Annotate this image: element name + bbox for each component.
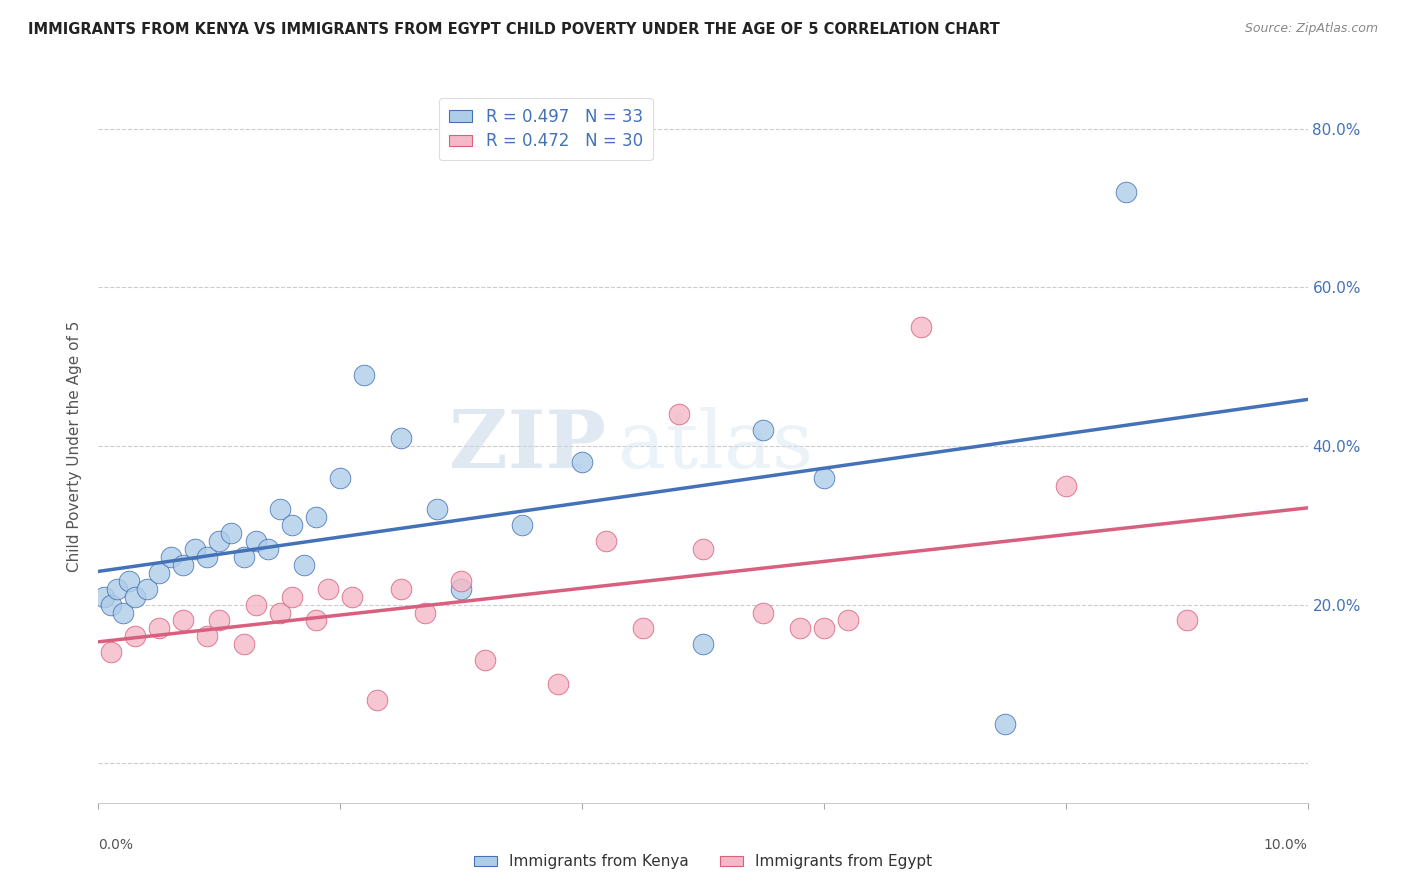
Point bbox=[292, 558, 315, 572]
Point bbox=[353, 368, 375, 382]
Point bbox=[256, 542, 278, 557]
Point bbox=[305, 614, 328, 628]
Point bbox=[208, 534, 231, 549]
Point bbox=[172, 558, 194, 572]
Point bbox=[837, 614, 859, 628]
Point bbox=[474, 653, 496, 667]
Point bbox=[208, 614, 231, 628]
Point bbox=[100, 598, 122, 612]
Point bbox=[124, 590, 146, 604]
Legend: Immigrants from Kenya, Immigrants from Egypt: Immigrants from Kenya, Immigrants from E… bbox=[468, 848, 938, 875]
Text: Source: ZipAtlas.com: Source: ZipAtlas.com bbox=[1244, 22, 1378, 36]
Point bbox=[232, 637, 254, 651]
Point bbox=[269, 606, 291, 620]
Point bbox=[148, 566, 170, 580]
Point bbox=[135, 582, 157, 596]
Text: 0.0%: 0.0% bbox=[98, 838, 134, 852]
Point bbox=[329, 471, 352, 485]
Text: atlas: atlas bbox=[619, 407, 814, 485]
Point bbox=[1175, 614, 1198, 628]
Point bbox=[124, 629, 146, 643]
Legend: R = 0.497   N = 33, R = 0.472   N = 30: R = 0.497 N = 33, R = 0.472 N = 30 bbox=[439, 97, 652, 161]
Point bbox=[813, 471, 835, 485]
Point bbox=[172, 614, 194, 628]
Point bbox=[221, 526, 243, 541]
Point bbox=[813, 621, 835, 635]
Point bbox=[118, 574, 141, 588]
Point bbox=[195, 549, 218, 564]
Point bbox=[232, 549, 254, 564]
Point bbox=[450, 574, 472, 588]
Point bbox=[245, 598, 267, 612]
Point bbox=[100, 645, 122, 659]
Point bbox=[389, 431, 412, 445]
Point bbox=[389, 582, 412, 596]
Point bbox=[1115, 186, 1137, 200]
Point bbox=[1054, 478, 1077, 492]
Point bbox=[160, 549, 183, 564]
Point bbox=[752, 606, 775, 620]
Point bbox=[281, 590, 304, 604]
Point bbox=[631, 621, 654, 635]
Point bbox=[281, 518, 304, 533]
Point bbox=[595, 534, 617, 549]
Point bbox=[994, 716, 1017, 731]
Point bbox=[366, 692, 388, 706]
Point bbox=[413, 606, 436, 620]
Point bbox=[426, 502, 449, 516]
Point bbox=[692, 542, 714, 557]
Point bbox=[752, 423, 775, 437]
Point bbox=[148, 621, 170, 635]
Point bbox=[910, 320, 932, 334]
Point bbox=[245, 534, 267, 549]
Point bbox=[111, 606, 134, 620]
Point bbox=[184, 542, 207, 557]
Text: 10.0%: 10.0% bbox=[1264, 838, 1308, 852]
Point bbox=[510, 518, 533, 533]
Point bbox=[316, 582, 339, 596]
Text: ZIP: ZIP bbox=[450, 407, 606, 485]
Point bbox=[547, 677, 569, 691]
Text: IMMIGRANTS FROM KENYA VS IMMIGRANTS FROM EGYPT CHILD POVERTY UNDER THE AGE OF 5 : IMMIGRANTS FROM KENYA VS IMMIGRANTS FROM… bbox=[28, 22, 1000, 37]
Point bbox=[195, 629, 218, 643]
Point bbox=[668, 407, 690, 421]
Point bbox=[692, 637, 714, 651]
Point bbox=[305, 510, 328, 524]
Point bbox=[342, 590, 364, 604]
Point bbox=[93, 590, 115, 604]
Point bbox=[789, 621, 811, 635]
Point bbox=[450, 582, 472, 596]
Point bbox=[571, 455, 593, 469]
Point bbox=[105, 582, 128, 596]
Point bbox=[269, 502, 291, 516]
Y-axis label: Child Poverty Under the Age of 5: Child Poverty Under the Age of 5 bbox=[67, 320, 83, 572]
